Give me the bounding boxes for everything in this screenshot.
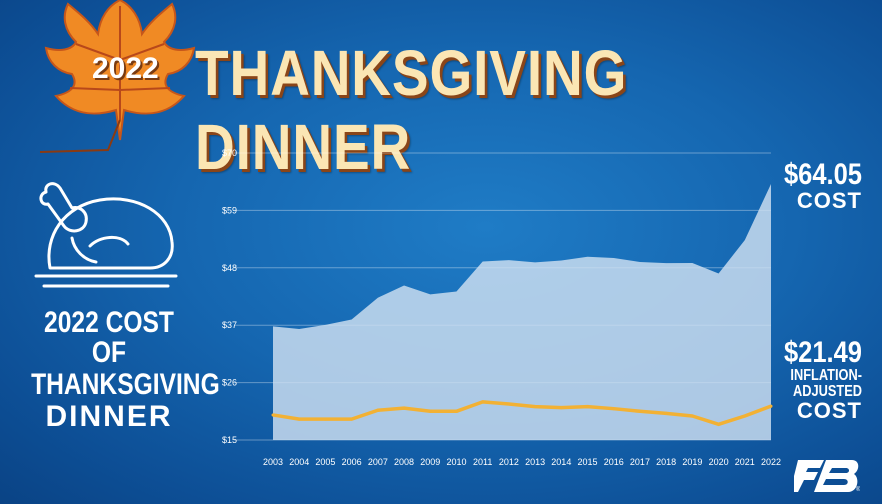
adjusted-cost-point	[428, 409, 432, 413]
y-tick-label: $15	[222, 435, 237, 445]
adjusted-cost-point	[559, 406, 563, 410]
x-tick-label: 2017	[630, 457, 650, 467]
left-label-line3: DINNER	[45, 400, 173, 433]
cost-point	[639, 261, 641, 263]
x-tick-label: 2022	[761, 457, 781, 467]
y-tick-layer: $15 $26 $37 $48 $59 $70	[222, 148, 237, 445]
x-tick-label: 2014	[551, 457, 571, 467]
cost-point	[586, 256, 588, 258]
adjusted-cost-point	[638, 409, 642, 413]
adjusted-cost-point	[533, 405, 537, 409]
adjusted-cost-point	[402, 406, 406, 410]
adjusted-cost-point	[664, 411, 668, 415]
adjusted-cost-line-series	[272, 400, 772, 427]
x-tick-label: 2010	[446, 457, 466, 467]
cost-point	[744, 239, 746, 241]
cost-point	[298, 328, 300, 330]
x-tick-label: 2006	[342, 457, 362, 467]
adjusted-label-1: INFLATION-	[790, 367, 862, 384]
cost-label: COST	[796, 188, 862, 213]
cost-point	[377, 297, 379, 299]
farm-bureau-logo-icon: ®	[794, 460, 860, 492]
adjusted-cost-point	[717, 422, 721, 426]
cost-point	[403, 284, 405, 286]
cost-point	[560, 259, 562, 261]
adjusted-cost-point	[454, 409, 458, 413]
x-tick-label: 2016	[604, 457, 624, 467]
adjusted-cost-value: $21.49	[783, 336, 862, 369]
adjusted-cost-point	[481, 400, 485, 404]
adjusted-cost-point	[323, 417, 327, 421]
y-tick-label: $26	[222, 378, 237, 388]
y-tick-label: $37	[222, 320, 237, 330]
cost-area-series	[273, 184, 771, 440]
cost-point	[691, 262, 693, 264]
maple-leaf-icon	[39, 0, 196, 153]
cost-point	[481, 260, 483, 262]
y-tick-label: $59	[222, 205, 237, 215]
x-tick-label: 2018	[656, 457, 676, 467]
x-tick-label: 2004	[289, 457, 309, 467]
adjusted-cost-point	[612, 407, 616, 411]
cost-point	[324, 324, 326, 326]
adjusted-cost-point	[507, 402, 511, 406]
cost-point	[350, 318, 352, 320]
adjusted-cost-point	[769, 404, 773, 408]
x-tick-layer: 2003 2004 2005 2006 2007 2008 2009 2010 2011 2012…	[263, 457, 781, 467]
line-layer	[271, 400, 773, 427]
x-tick-label: 2007	[368, 457, 388, 467]
adjusted-cost-callout: $21.49 INFLATION- ADJUSTED COST	[752, 338, 862, 422]
y-tick-label: $70	[222, 148, 237, 158]
cost-point	[665, 262, 667, 264]
cost-point	[429, 293, 431, 295]
left-label: 2022 COST OF THANKSGIVING DINNER	[14, 306, 220, 433]
cost-point	[534, 261, 536, 263]
x-tick-label: 2021	[735, 457, 755, 467]
adjusted-cost-point	[376, 408, 380, 412]
adjusted-cost-point	[297, 417, 301, 421]
y-tick-label: $48	[222, 263, 237, 273]
adjusted-cost-point	[743, 414, 747, 418]
turkey-icon	[34, 182, 178, 288]
x-tick-label: 2012	[499, 457, 519, 467]
x-tick-label: 2009	[420, 457, 440, 467]
area-layer	[272, 184, 771, 440]
cost-point	[613, 257, 615, 259]
cost-point	[508, 259, 510, 261]
adjusted-cost-point	[586, 405, 590, 409]
left-label-line1: 2022 COST OF	[44, 306, 174, 369]
cost-callout: $64.05 COST	[752, 160, 862, 212]
x-tick-label: 2015	[578, 457, 598, 467]
adjusted-cost-point	[271, 413, 275, 417]
cost-point	[272, 325, 274, 327]
cost-value: $64.05	[783, 158, 862, 191]
svg-text:®: ®	[856, 486, 860, 492]
x-tick-label: 2013	[525, 457, 545, 467]
x-tick-label: 2011	[473, 457, 492, 467]
adjusted-label-2: ADJUSTED	[793, 383, 862, 400]
cost-point	[717, 272, 719, 274]
x-tick-label: 2020	[709, 457, 729, 467]
x-tick-label: 2003	[263, 457, 283, 467]
cost-point	[455, 290, 457, 292]
adjusted-cost-point	[350, 417, 354, 421]
adjusted-cost-point	[690, 414, 694, 418]
x-tick-label: 2008	[394, 457, 414, 467]
x-tick-label: 2019	[682, 457, 702, 467]
x-tick-label: 2005	[315, 457, 335, 467]
title-year: 2022	[92, 52, 159, 85]
page-title: THANKSGIVING DINNER	[195, 37, 628, 183]
adjusted-label-3: COST	[796, 398, 862, 423]
